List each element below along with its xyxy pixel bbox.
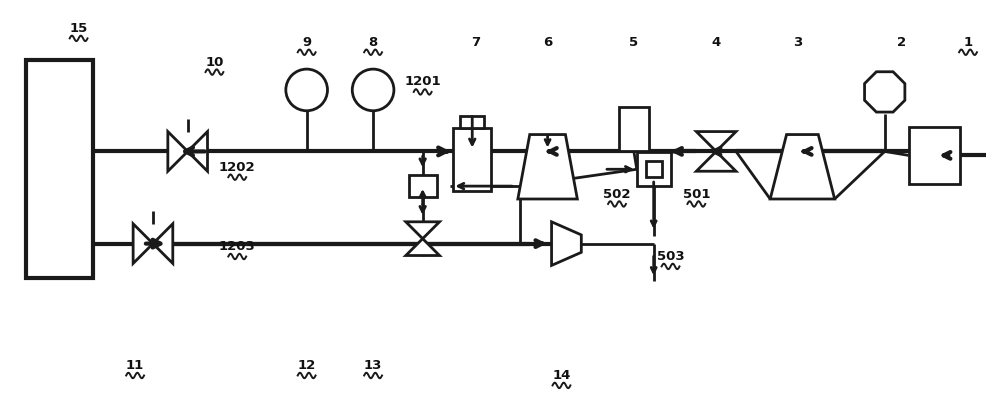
Bar — [646, 161, 662, 177]
Polygon shape — [696, 132, 736, 151]
Text: 1203: 1203 — [219, 240, 256, 253]
Text: 503: 503 — [657, 250, 684, 263]
Text: 6: 6 — [543, 36, 552, 49]
Text: 9: 9 — [302, 36, 311, 49]
Text: 5: 5 — [629, 36, 638, 49]
Text: 1: 1 — [963, 36, 973, 49]
Text: 1201: 1201 — [404, 76, 441, 88]
Text: 502: 502 — [603, 187, 631, 201]
Polygon shape — [865, 72, 905, 112]
Text: 1202: 1202 — [219, 161, 256, 174]
Bar — [453, 128, 491, 191]
Bar — [909, 127, 960, 184]
Polygon shape — [770, 135, 835, 199]
Text: 501: 501 — [683, 187, 710, 201]
Polygon shape — [406, 222, 440, 239]
Text: 8: 8 — [368, 36, 378, 49]
Bar — [460, 116, 484, 128]
Text: 11: 11 — [126, 359, 144, 372]
Text: 7: 7 — [471, 36, 480, 49]
Text: 14: 14 — [552, 369, 571, 382]
Bar — [26, 60, 93, 278]
Text: 13: 13 — [364, 359, 382, 372]
Text: 4: 4 — [712, 36, 721, 49]
Polygon shape — [133, 224, 153, 263]
Bar — [619, 107, 649, 151]
Polygon shape — [552, 222, 581, 265]
Text: 10: 10 — [205, 56, 224, 69]
Polygon shape — [696, 151, 736, 171]
Text: 12: 12 — [298, 359, 316, 372]
Text: 2: 2 — [897, 36, 906, 49]
Circle shape — [352, 69, 394, 111]
Polygon shape — [153, 224, 173, 263]
Text: 15: 15 — [69, 22, 88, 35]
Polygon shape — [406, 239, 440, 256]
Bar — [409, 175, 437, 197]
Bar — [637, 152, 671, 186]
Circle shape — [286, 69, 327, 111]
Polygon shape — [168, 132, 188, 171]
Polygon shape — [188, 132, 207, 171]
Polygon shape — [518, 135, 577, 199]
Text: 3: 3 — [793, 36, 802, 49]
